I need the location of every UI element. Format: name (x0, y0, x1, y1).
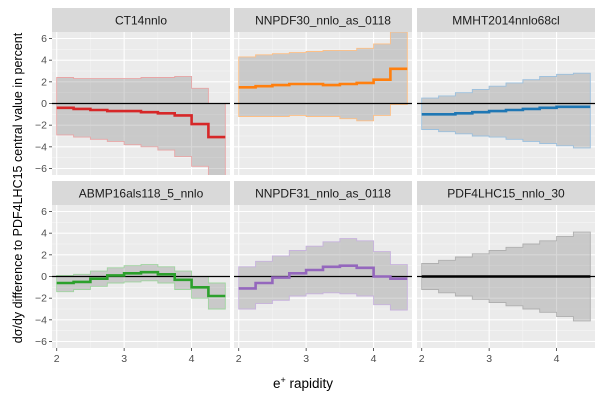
x-tick-label: 4 (554, 353, 560, 365)
facet-strip (234, 181, 412, 205)
y-axis-title: dσ/dy difference to PDF4LHC15 central va… (11, 32, 25, 343)
facet-title: MMHT2014nnlo68cl (452, 14, 559, 28)
x-tick-label: 4 (189, 353, 195, 365)
y-tick-label: 4 (41, 228, 47, 240)
facet-strip (52, 181, 230, 205)
x-tick-label: 3 (303, 353, 309, 365)
y-tick-label: 0 (41, 271, 47, 283)
y-tick-label: 6 (41, 206, 47, 218)
x-tick-label: 4 (371, 353, 377, 365)
facet-title: NNPDF30_nnlo_as_0118 (255, 14, 391, 28)
x-tick-label: 3 (486, 353, 492, 365)
uncertainty-band (238, 238, 408, 311)
uncertainty-band (56, 75, 226, 175)
y-tick-label: 0 (41, 98, 47, 110)
central-value-line (421, 105, 591, 116)
y-tick-label: 6 (41, 33, 47, 45)
central-value-line (56, 106, 226, 139)
x-axis-title: e+ rapidity (273, 375, 333, 391)
y-tick-label: 2 (41, 76, 47, 88)
uncertainty-band (238, 32, 408, 122)
x-tick-label: 2 (236, 353, 242, 365)
y-tick-label: −4 (35, 314, 47, 326)
y-tick-label: −6 (35, 163, 47, 175)
facet-title: CT14nnlo (115, 14, 167, 28)
facet-strip (234, 8, 412, 32)
facet-strip (52, 8, 230, 32)
y-tick-label: −2 (35, 120, 47, 132)
facet-title: PDF4LHC15_nnlo_30 (447, 187, 565, 201)
y-tick-label: −4 (35, 141, 47, 153)
y-tick-label: −2 (35, 293, 47, 305)
central-value-line (238, 67, 408, 89)
y-tick-label: 4 (41, 55, 47, 67)
central-value-line (238, 264, 408, 290)
y-tick-label: −6 (35, 336, 47, 348)
x-tick-label: 2 (54, 353, 60, 365)
x-axis-title-superscript: + (280, 375, 285, 385)
facet-strip (417, 181, 595, 205)
facet-title: NNPDF31_nnlo_as_0118 (255, 187, 391, 201)
x-axis-title-base: e (273, 376, 281, 391)
x-tick-label: 2 (419, 353, 425, 365)
x-tick-label: 3 (121, 353, 127, 365)
uncertainty-band (56, 264, 226, 310)
facet-title: ABMP16als118_5_nnlo (79, 187, 204, 201)
facet-strip (417, 8, 595, 32)
y-tick-label: 2 (41, 249, 47, 261)
central-value-line (56, 270, 226, 298)
x-axis-title-rest: rapidity (286, 376, 334, 391)
